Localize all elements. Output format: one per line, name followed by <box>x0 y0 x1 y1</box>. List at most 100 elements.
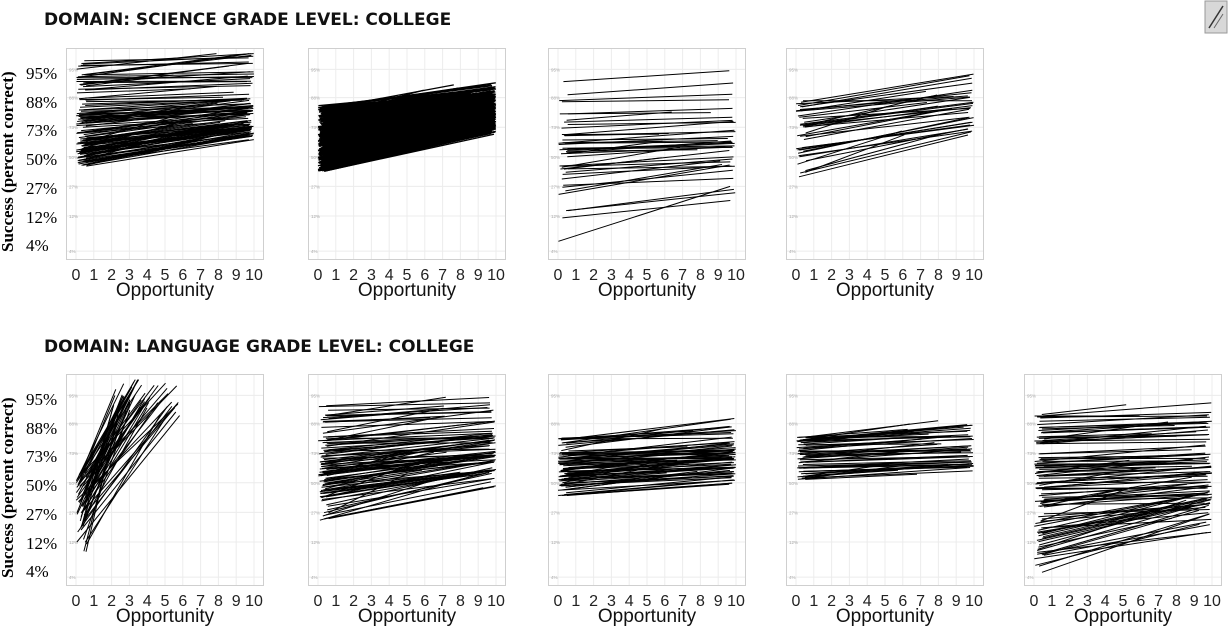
small-y-tick-label: 12% <box>551 214 560 219</box>
small-y-tick-label: 4% <box>69 575 76 580</box>
y-tick-label: 50% <box>26 477 57 494</box>
small-y-tick-label: 95% <box>551 67 560 72</box>
series-line <box>562 484 729 495</box>
series-line <box>566 193 735 211</box>
gridlines: 4% 12% 27% 50% 73% 88% 95% <box>548 48 746 260</box>
small-y-tick-label: 27% <box>69 184 78 189</box>
series-line <box>560 113 711 114</box>
small-y-tick-label: 12% <box>69 540 78 545</box>
y-tick-label: 50% <box>26 151 57 168</box>
small-y-tick-label: 27% <box>789 184 798 189</box>
x-axis-label: Opportunity <box>775 606 995 628</box>
small-y-tick-label: 27% <box>311 510 320 515</box>
small-y-tick-label: 12% <box>789 214 798 219</box>
science-y-title: Success (percent correct) <box>0 71 18 252</box>
small-y-tick-label: 27% <box>551 184 560 189</box>
small-y-tick-label: 73% <box>69 125 78 130</box>
small-y-tick-label: 50% <box>789 481 798 486</box>
small-y-tick-label: 73% <box>551 451 560 456</box>
small-y-tick-label: 4% <box>551 575 558 580</box>
small-y-tick-label: 4% <box>1027 575 1034 580</box>
series-line <box>562 201 730 218</box>
y-tick-label: 4% <box>26 237 49 254</box>
y-tick-label: 88% <box>26 94 57 111</box>
series-line <box>564 132 735 136</box>
small-y-tick-label: 50% <box>1027 481 1036 486</box>
small-y-tick-label: 50% <box>311 481 320 486</box>
small-y-tick-label: 27% <box>311 184 320 189</box>
small-y-tick-label: 50% <box>789 155 798 160</box>
y-tick-label: 73% <box>26 122 57 139</box>
small-y-tick-label: 73% <box>551 125 560 130</box>
small-y-tick-label: 73% <box>1027 451 1036 456</box>
series-line <box>562 419 731 443</box>
small-y-tick-label: 50% <box>69 155 78 160</box>
small-y-tick-label: 95% <box>311 67 320 72</box>
y-tick-label: 27% <box>26 506 57 523</box>
small-y-tick-label: 73% <box>789 125 798 130</box>
language-y-axis: Success (percent correct) 95% 88% 73% 50… <box>0 366 70 596</box>
small-y-tick-label: 88% <box>311 422 320 427</box>
science-y-axis: Success (percent correct) 95% 88% 73% 50… <box>0 40 70 270</box>
small-y-tick-label: 4% <box>69 249 76 254</box>
x-axis-label: Opportunity <box>297 606 517 628</box>
small-y-tick-label: 4% <box>311 575 318 580</box>
small-y-tick-label: 88% <box>311 96 320 101</box>
x-axis-label: Opportunity <box>537 280 757 302</box>
small-y-tick-label: 88% <box>551 422 560 427</box>
small-y-tick-label: 50% <box>551 155 560 160</box>
small-y-tick-label: 4% <box>789 575 796 580</box>
series-line <box>559 459 734 460</box>
x-axis-label: Opportunity <box>297 280 517 302</box>
series-line <box>563 71 729 82</box>
small-y-tick-label: 12% <box>311 214 320 219</box>
y-tick-label: 95% <box>26 391 57 408</box>
series-line <box>1043 403 1211 416</box>
series-line <box>562 100 729 102</box>
small-y-tick-label: 95% <box>789 67 798 72</box>
small-y-tick-label: 27% <box>69 510 78 515</box>
small-y-tick-label: 88% <box>789 422 798 427</box>
small-y-tick-label: 27% <box>1027 510 1036 515</box>
small-y-tick-label: 88% <box>551 96 560 101</box>
series-line <box>78 86 250 90</box>
small-y-tick-label: 73% <box>69 451 78 456</box>
small-y-tick-label: 4% <box>311 249 318 254</box>
series-line <box>568 83 734 95</box>
gridlines: 4%12%27%50%73%88%95% <box>786 374 984 586</box>
y-tick-label: 88% <box>26 420 57 437</box>
y-tick-label: 27% <box>26 180 57 197</box>
small-y-tick-label: 73% <box>789 451 798 456</box>
small-y-tick-label: 88% <box>1027 422 1036 427</box>
small-y-tick-label: 73% <box>311 451 320 456</box>
small-y-tick-label: 88% <box>69 96 78 101</box>
small-y-tick-label: 27% <box>551 510 560 515</box>
series-line <box>567 438 733 439</box>
small-y-tick-label: 95% <box>69 393 78 398</box>
series-line <box>562 139 727 141</box>
y-tick-label: 95% <box>26 65 57 82</box>
y-tick-label: 12% <box>26 209 57 226</box>
expand-corner-icon[interactable] <box>1204 0 1228 34</box>
x-axis-label: Opportunity <box>55 280 275 302</box>
small-y-tick-label: 4% <box>551 249 558 254</box>
small-y-tick-label: 88% <box>69 422 78 427</box>
series-line <box>1040 412 1211 418</box>
small-y-tick-label: 50% <box>551 481 560 486</box>
small-y-tick-label: 12% <box>1027 540 1036 545</box>
small-y-tick-label: 12% <box>789 540 798 545</box>
